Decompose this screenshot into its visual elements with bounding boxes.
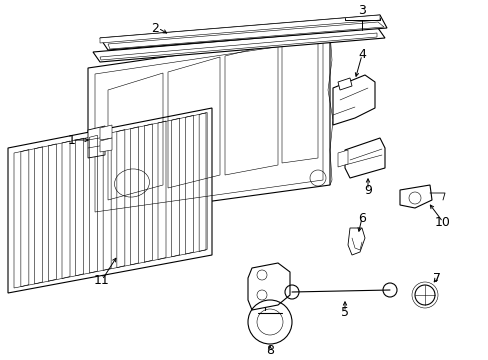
Polygon shape <box>93 28 384 62</box>
Text: 5: 5 <box>340 306 348 319</box>
Polygon shape <box>337 150 347 167</box>
Polygon shape <box>337 78 351 90</box>
Polygon shape <box>88 33 329 218</box>
Text: 7: 7 <box>432 271 440 284</box>
Text: 2: 2 <box>151 22 159 35</box>
Polygon shape <box>100 15 386 50</box>
Text: 4: 4 <box>357 49 365 62</box>
Polygon shape <box>399 185 431 208</box>
Polygon shape <box>347 228 364 255</box>
Text: 3: 3 <box>357 4 365 17</box>
Polygon shape <box>100 15 379 43</box>
Polygon shape <box>88 126 105 158</box>
Polygon shape <box>247 263 289 310</box>
Polygon shape <box>100 138 112 152</box>
Polygon shape <box>100 125 112 140</box>
Text: 9: 9 <box>364 184 371 197</box>
Polygon shape <box>332 75 374 125</box>
Polygon shape <box>8 108 212 293</box>
Text: 6: 6 <box>357 211 365 225</box>
Text: 10: 10 <box>434 216 450 229</box>
Text: 11: 11 <box>94 274 110 287</box>
Polygon shape <box>345 138 384 178</box>
Text: 1: 1 <box>68 134 76 147</box>
Text: 8: 8 <box>265 343 273 356</box>
